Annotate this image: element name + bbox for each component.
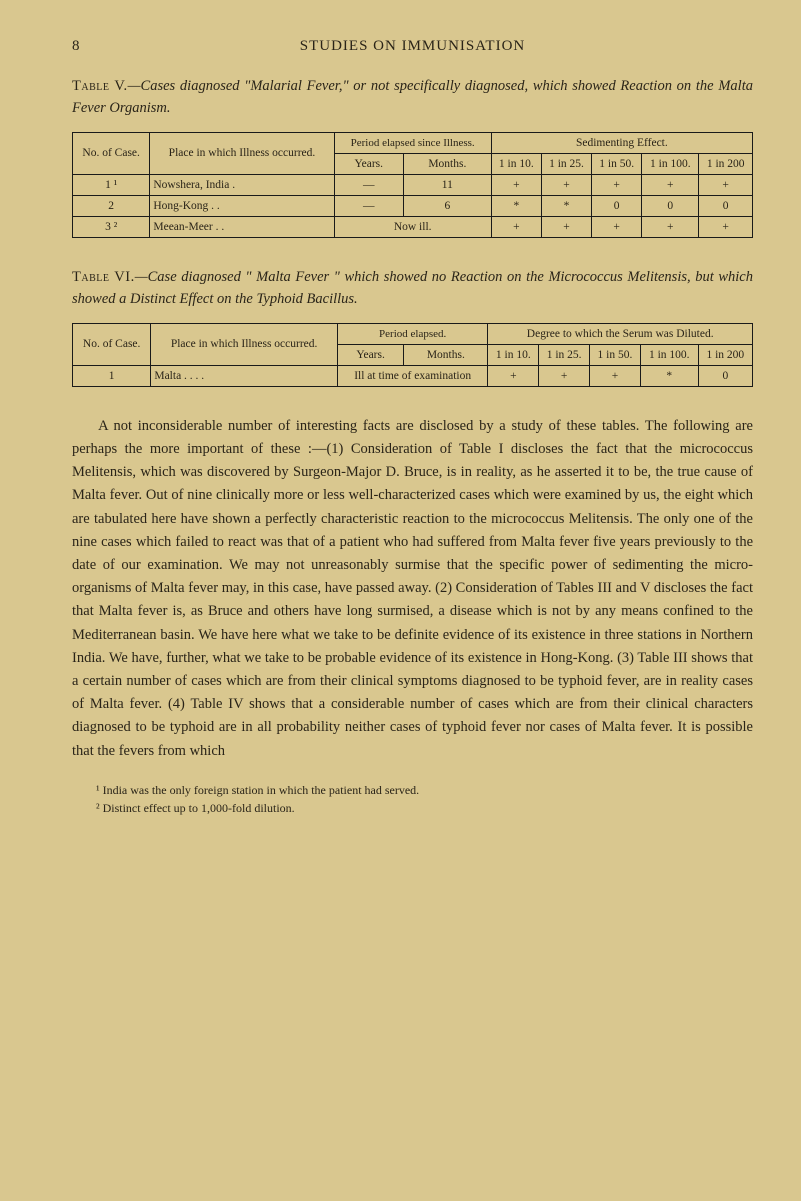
table-row: 2 Hong-Kong . . — 6 * * 0 0 0 bbox=[73, 195, 753, 216]
table-5: No. of Case. Place in which Illness occu… bbox=[72, 132, 753, 238]
th-degree: Degree to which the Serum was Diluted. bbox=[488, 323, 753, 344]
th-years: Years. bbox=[337, 344, 403, 365]
cell-no: 3 ² bbox=[73, 216, 150, 237]
caption-text: —Cases diagnosed "Malarial Fever," or no… bbox=[72, 78, 753, 116]
th-sedi: Sedimenting Effect. bbox=[491, 132, 752, 153]
th-d4: 1 in 100. bbox=[642, 153, 699, 174]
body-paragraph: A not inconsiderable number of interesti… bbox=[72, 415, 753, 763]
th-d2: 1 in 25. bbox=[541, 153, 591, 174]
table-6: No. of Case. Place in which Illness occu… bbox=[72, 323, 753, 387]
cell-d4: + bbox=[642, 174, 699, 195]
th-d4: 1 in 100. bbox=[640, 344, 698, 365]
cell-no: 2 bbox=[73, 195, 150, 216]
th-months: Months. bbox=[404, 344, 488, 365]
th-no: No. of Case. bbox=[73, 132, 150, 174]
table5-caption: Table V.—Cases diagnosed "Malarial Fever… bbox=[72, 75, 753, 120]
cell-d4: 0 bbox=[642, 195, 699, 216]
th-no: No. of Case. bbox=[73, 323, 151, 365]
cell-d4: * bbox=[640, 365, 698, 386]
caption-text: —Case diagnosed " Malta Fever " which sh… bbox=[72, 269, 753, 307]
cell-months: 6 bbox=[403, 195, 491, 216]
cell-d1: + bbox=[491, 216, 541, 237]
cell-period: Ill at time of examination bbox=[337, 365, 488, 386]
cell-d2: + bbox=[539, 365, 590, 386]
th-d5: 1 in 200 bbox=[698, 344, 752, 365]
footnote-1: ¹ India was the only foreign station in … bbox=[72, 781, 753, 799]
cell-d5: 0 bbox=[699, 195, 753, 216]
th-place: Place in which Illness occurred. bbox=[151, 323, 338, 365]
cell-d3: + bbox=[592, 216, 642, 237]
cell-no: 1 bbox=[73, 365, 151, 386]
table-row: 1 Malta . . . . Ill at time of examinati… bbox=[73, 365, 753, 386]
cell-d2: + bbox=[541, 174, 591, 195]
caption-label: Table V. bbox=[72, 78, 128, 94]
cell-nowill: Now ill. bbox=[334, 216, 491, 237]
page-number: 8 bbox=[72, 38, 80, 55]
cell-d5: 0 bbox=[698, 365, 752, 386]
th-d2: 1 in 25. bbox=[539, 344, 590, 365]
table6-caption: Table VI.—Case diagnosed " Malta Fever "… bbox=[72, 266, 753, 311]
cell-d1: + bbox=[488, 365, 539, 386]
cell-months: 11 bbox=[403, 174, 491, 195]
cell-no: 1 ¹ bbox=[73, 174, 150, 195]
running-header: STUDIES ON IMMUNISATION bbox=[72, 38, 753, 55]
table-row: 1 ¹ Nowshera, India . — 11 + + + + + bbox=[73, 174, 753, 195]
th-months: Months. bbox=[403, 153, 491, 174]
footnotes: ¹ India was the only foreign station in … bbox=[72, 781, 753, 817]
cell-d1: + bbox=[491, 174, 541, 195]
cell-d2: * bbox=[541, 195, 591, 216]
caption-label: Table VI. bbox=[72, 269, 135, 285]
th-d3: 1 in 50. bbox=[592, 153, 642, 174]
cell-place: Nowshera, India . bbox=[150, 174, 334, 195]
table-row: 3 ² Meean-Meer . . Now ill. + + + + + bbox=[73, 216, 753, 237]
cell-years: — bbox=[334, 195, 403, 216]
th-place: Place in which Illness occurred. bbox=[150, 132, 334, 174]
cell-d5: + bbox=[699, 216, 753, 237]
cell-d2: + bbox=[541, 216, 591, 237]
cell-d3: + bbox=[590, 365, 641, 386]
cell-d5: + bbox=[699, 174, 753, 195]
cell-place: Malta . . . . bbox=[151, 365, 338, 386]
cell-place: Hong-Kong . . bbox=[150, 195, 334, 216]
th-period: Period elapsed. bbox=[337, 323, 488, 344]
th-d1: 1 in 10. bbox=[491, 153, 541, 174]
cell-d4: + bbox=[642, 216, 699, 237]
cell-years: — bbox=[334, 174, 403, 195]
th-period: Period elapsed since Illness. bbox=[334, 132, 491, 153]
th-years: Years. bbox=[334, 153, 403, 174]
cell-d3: 0 bbox=[592, 195, 642, 216]
th-d3: 1 in 50. bbox=[590, 344, 641, 365]
cell-d1: * bbox=[491, 195, 541, 216]
th-d5: 1 in 200 bbox=[699, 153, 753, 174]
cell-d3: + bbox=[592, 174, 642, 195]
cell-place: Meean-Meer . . bbox=[150, 216, 334, 237]
footnote-2: ² Distinct effect up to 1,000-fold dilut… bbox=[72, 799, 753, 817]
th-d1: 1 in 10. bbox=[488, 344, 539, 365]
